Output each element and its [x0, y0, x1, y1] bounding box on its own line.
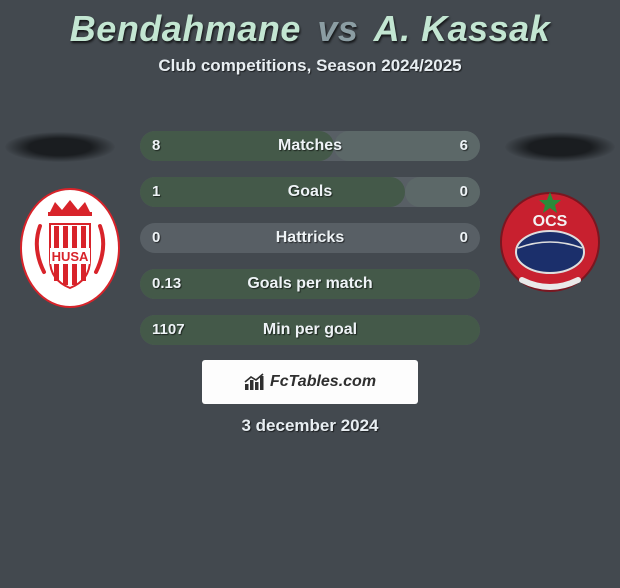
svg-text:OCS: OCS — [533, 213, 568, 230]
vs-text: vs — [317, 8, 358, 49]
club-logo-left: HUSA — [20, 188, 120, 308]
chart-icon — [244, 373, 266, 391]
stat-label: Goals — [140, 177, 480, 207]
source-site-text: FcTables.com — [270, 373, 376, 391]
stats-container: 86Matches 10Goals 00Hattricks 0.13Goals per… — [140, 131, 480, 361]
svg-text:HUSA: HUSA — [52, 249, 89, 264]
stat-label: Goals per match — [140, 269, 480, 299]
stat-row: 1107Min per goal — [140, 315, 480, 345]
stat-label: Min per goal — [140, 315, 480, 345]
stat-label: Matches — [140, 131, 480, 161]
club-logo-right: OCS — [500, 182, 600, 302]
stat-row: 0.13Goals per match — [140, 269, 480, 299]
player2-name: A. Kassak — [374, 8, 551, 49]
stat-label: Hattricks — [140, 223, 480, 253]
source-site-box: FcTables.com — [202, 360, 418, 404]
stat-row: 00Hattricks — [140, 223, 480, 253]
player1-name: Bendahmane — [70, 8, 301, 49]
stat-row: 86Matches — [140, 131, 480, 161]
stat-row: 10Goals — [140, 177, 480, 207]
shadow-right — [505, 132, 615, 162]
shadow-left — [5, 132, 115, 162]
comparison-title: Bendahmane vs A. Kassak — [0, 8, 620, 50]
date-text: 3 december 2024 — [0, 416, 620, 436]
subtitle: Club competitions, Season 2024/2025 — [0, 56, 620, 76]
